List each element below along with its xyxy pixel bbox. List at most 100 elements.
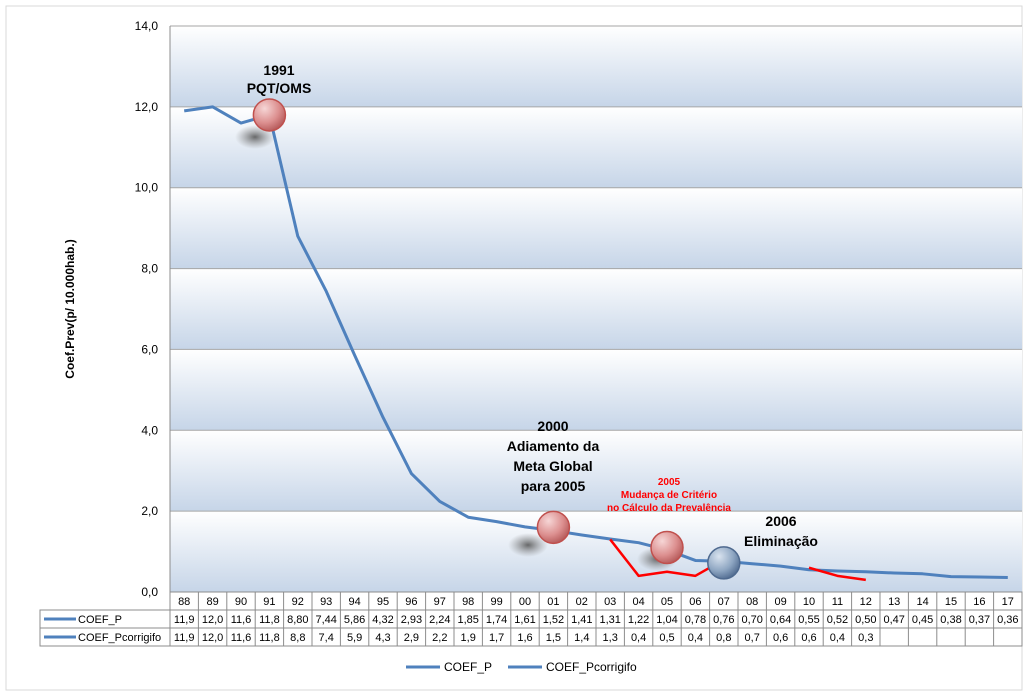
annotation-text: Meta Global [513,458,592,474]
table-cell: 12,0 [202,614,223,626]
table-cell: 4,3 [375,632,390,644]
table-cell: 0,6 [773,632,788,644]
annotation-text: no Cálculo da Prevalência [607,503,731,514]
annotation-text: Adiamento da [507,438,600,454]
legend-label: COEF_P [444,660,492,674]
x-category-label: 96 [405,596,417,608]
table-cell: 0,37 [969,614,990,626]
table-cell: 1,61 [514,614,535,626]
annotation-text: Mudança de Critério [621,490,717,501]
x-category-label: 08 [746,596,758,608]
table-cell: 11,8 [259,632,280,644]
table-cell: 11,9 [174,632,195,644]
table-cell: 12,0 [202,632,223,644]
plot-band [170,268,1022,350]
table-cell: 7,44 [315,614,336,626]
annotation-text: 2005 [658,477,681,488]
y-tick-label: 0,0 [141,585,158,599]
x-category-label: 07 [718,596,730,608]
table-cell: 0,70 [741,614,762,626]
series-lines [183,105,1008,582]
table-cell: 2,9 [404,632,419,644]
x-category-label: 11 [832,596,843,608]
x-category-label: 93 [320,596,332,608]
y-axis-title: Coef.Prev(p/ 10.000hab.) [63,239,77,378]
series-line-coef-pcorrigifo [609,538,725,578]
table-cell: 0,4 [631,632,646,644]
annotation-text: 2000 [537,418,568,434]
x-category-label: 04 [632,596,644,608]
series-line-coef-p [183,105,1008,579]
x-category-label: 09 [774,596,786,608]
plot-band [170,511,1022,592]
table-cell: 2,2 [432,632,447,644]
table-cell: 5,86 [344,614,365,626]
x-category-label: 00 [519,596,531,608]
annotation-text: 1991 [263,62,294,78]
table-cell: 8,80 [287,614,308,626]
table-cell: 1,22 [628,614,649,626]
table-row-name: COEF_P [78,614,122,626]
x-category-label: 13 [888,596,900,608]
y-tick-label: 4,0 [141,423,158,437]
table-cell: 0,3 [858,632,873,644]
plot-band [170,349,1022,431]
x-category-label: 98 [462,596,474,608]
y-tick-label: 12,0 [135,100,159,114]
table-cell: 0,36 [997,614,1018,626]
table-cell: 0,6 [801,632,816,644]
table-cell: 0,38 [940,614,961,626]
y-tick-label: 6,0 [141,342,158,356]
plot-band [170,187,1022,269]
annotations: 1991 PQT/OMS 2000 Adiamento da Meta Global pa… [247,62,818,549]
table-cell: 1,5 [546,632,561,644]
table-cell: 1,4 [574,632,589,644]
table-cell: 8,8 [290,632,305,644]
table-cell: 1,3 [603,632,618,644]
x-category-label: 94 [348,596,360,608]
x-category-label: 06 [689,596,701,608]
table-cell: 1,52 [543,614,564,626]
y-axis: 0,0 2,0 4,0 6,0 8,0 10,0 12,0 14,0 Coef.Prev(p/ … [63,19,171,599]
table-cell: 0,47 [883,614,904,626]
annotation-text: para 2005 [521,478,586,494]
annotation-text: 2006 [765,513,796,529]
x-category-label: 15 [945,596,957,608]
x-category-label: 92 [292,596,304,608]
table-cell: 1,04 [656,614,677,626]
y-tick-label: 2,0 [141,504,158,518]
x-category-label: 05 [661,596,673,608]
table-cell: 1,85 [457,614,478,626]
x-category-label: 12 [860,596,872,608]
table-cell: 2,93 [401,614,422,626]
x-category-label: 16 [973,596,985,608]
table-cell: 1,6 [517,632,532,644]
x-category-label: 91 [263,596,275,608]
table-cell: 1,41 [571,614,592,626]
plot-area-bands [170,26,1022,592]
event-marker [707,546,741,580]
x-category-label: 97 [434,596,446,608]
event-marker [252,98,287,132]
table-cell: 0,8 [716,632,731,644]
event-markers [252,98,741,580]
plot-band [170,26,1022,107]
x-category-label: 10 [803,596,815,608]
table-cell: 1,9 [461,632,476,644]
annotation-text: Eliminação [744,533,818,549]
table-cell: 11,6 [231,632,252,644]
x-category-label: 03 [604,596,616,608]
x-category-label: 02 [576,596,588,608]
x-category-label: 99 [490,596,502,608]
y-tick-label: 8,0 [141,262,158,276]
event-marker [536,510,571,545]
table-cell: 1,74 [486,614,507,626]
table-cell: 0,78 [685,614,706,626]
table-cell: 0,4 [830,632,845,644]
table-cell: 1,7 [489,632,504,644]
y-tick-label: 14,0 [135,19,159,33]
table-cell: 0,55 [798,614,819,626]
table-cell: 5,9 [347,632,362,644]
